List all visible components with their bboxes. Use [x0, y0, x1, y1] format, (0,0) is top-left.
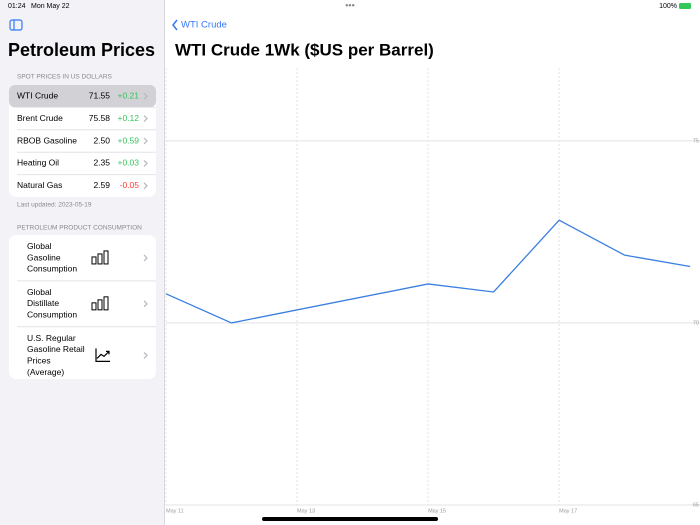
spot-row[interactable]: Natural Gas 2.59 -0.05 [17, 174, 156, 190]
label-line: Gasoline [27, 252, 61, 262]
spot-row[interactable]: Heating Oil 2.35 +0.03 [17, 151, 156, 168]
chevron [143, 300, 148, 308]
icon-bar [91, 256, 97, 265]
x-tick-label: May 13 [297, 508, 315, 514]
icon-bar [103, 250, 109, 265]
change: +0.12 [117, 113, 139, 123]
chevron [143, 182, 148, 190]
chart-title: WTI Crude 1Wk ($US per Barrel) [175, 40, 434, 59]
battery-text: 100% [659, 3, 677, 10]
name: Brent Crude [17, 113, 63, 123]
change: -0.05 [120, 180, 140, 190]
section-header: SPOT PRICES IN US DOLLARS [17, 74, 113, 81]
icon-bar [103, 296, 109, 311]
icon-bar [97, 299, 103, 311]
change: +0.21 [117, 90, 139, 100]
spot-row[interactable]: WTI Crude 71.55 +0.21 [9, 85, 156, 108]
home-indicator [262, 517, 438, 521]
last-updated: Last updated: 2023-05-19 [17, 202, 92, 209]
price: 71.55 [89, 90, 111, 100]
sidebar-toggle[interactable] [9, 19, 23, 31]
label-line: (Average) [27, 367, 64, 377]
icon-bar [91, 302, 97, 311]
x-tick-label: May 17 [559, 508, 577, 514]
change: +0.59 [117, 135, 139, 145]
name: RBOB Gasoline [17, 135, 77, 145]
label-line: Gasoline Retail [27, 344, 85, 354]
price: 75.58 [89, 113, 111, 123]
price: 2.59 [93, 180, 110, 190]
icon-bar [97, 253, 103, 265]
sidebar-title: Petroleum Prices [8, 40, 155, 60]
price: 2.50 [93, 135, 110, 145]
chevron [143, 115, 148, 123]
label-line: Global [27, 241, 52, 251]
chevron [143, 254, 148, 262]
name: Heating Oil [17, 158, 59, 168]
name: Natural Gas [17, 180, 62, 190]
chevron [143, 92, 148, 100]
label-line: Consumption [27, 310, 77, 320]
section-header: PETROLEUM PRODUCT CONSUMPTION [17, 225, 142, 232]
label-line: Distillate [27, 298, 59, 308]
y-tick-label: 75 [693, 138, 699, 144]
price: 2.35 [93, 158, 110, 168]
selection [9, 85, 156, 108]
name: WTI Crude [17, 90, 58, 100]
time: 01:24 [8, 3, 26, 10]
chevron [143, 351, 148, 359]
battery-icon [679, 3, 691, 9]
back-chevron[interactable] [172, 19, 178, 31]
label-line: U.S. Regular [27, 333, 76, 343]
x-tick-label: May 11 [166, 508, 184, 514]
spot-card [9, 85, 156, 197]
chevron [143, 159, 148, 167]
spot-row[interactable]: Brent Crude 75.58 +0.12 [17, 106, 156, 123]
label-line: Consumption [27, 264, 77, 274]
consumption-card [9, 235, 156, 379]
change: +0.03 [117, 158, 139, 168]
y-tick-label: 65 [693, 502, 699, 508]
multitask-dots[interactable]: ••• [345, 0, 354, 10]
x-tick-label: May 15 [428, 508, 446, 514]
label-line: Prices [27, 355, 51, 365]
icon-line [95, 348, 110, 362]
series-line [165, 219, 691, 324]
date: Mon May 22 [31, 3, 70, 10]
y-tick-label: 70 [693, 320, 699, 326]
back-button[interactable]: WTI Crude [181, 20, 227, 31]
chevron [143, 137, 148, 145]
label-line: Global [27, 287, 52, 297]
spot-row[interactable]: RBOB Gasoline 2.50 +0.59 [17, 129, 156, 145]
